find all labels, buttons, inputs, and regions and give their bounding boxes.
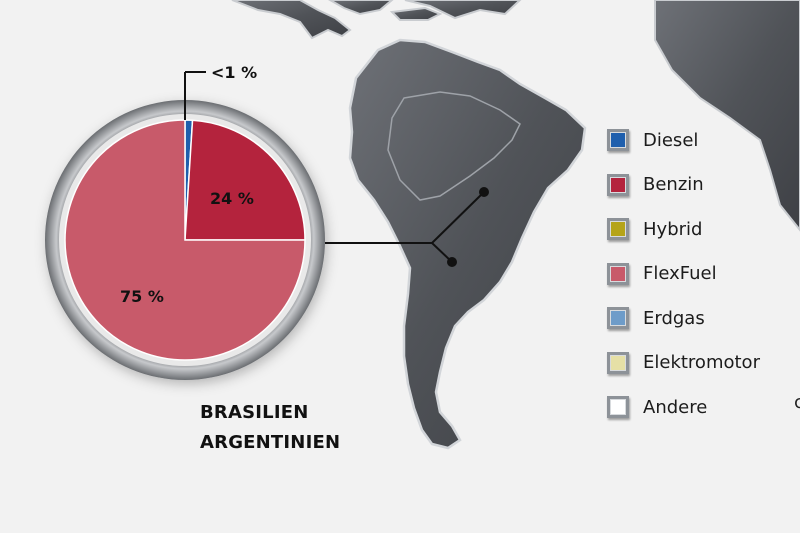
map-central-america: [231, 0, 352, 40]
legend-label: FlexFuel: [643, 263, 717, 285]
chart-legend: Diesel Benzin Hybrid FlexFuel Erdgas Elektrom…: [607, 118, 760, 430]
legend-item-andere: Andere: [607, 385, 760, 430]
legend-label: Andere: [643, 396, 708, 418]
map-caribbean: [327, 0, 394, 16]
legend-item-elektromotor: Elektromotor: [607, 341, 760, 386]
map-north-edge: [404, 0, 522, 20]
map-brazil-border: [387, 91, 521, 201]
data-label-flexfuel: 75 %: [120, 287, 164, 306]
region-label-brasilien: BRASILIEN: [200, 402, 309, 423]
legend-label: Hybrid: [643, 218, 703, 240]
map-africa: [654, 0, 800, 232]
marker-brasilien: [479, 187, 489, 197]
data-label-diesel: <1 %: [211, 63, 257, 82]
legend-swatch: [607, 396, 629, 419]
region-labels: BRASILIEN ARGENTINIEN: [200, 398, 340, 458]
legend-swatch: [607, 218, 629, 241]
map-south-america: [348, 38, 587, 450]
legend-label: Erdgas: [643, 307, 705, 329]
marker-argentinien: [447, 257, 457, 267]
legend-label: Elektromotor: [643, 352, 760, 374]
legend-item-diesel: Diesel: [607, 118, 760, 163]
legend-swatch: [607, 262, 629, 285]
pie-slice-flexfuel: [64, 119, 306, 361]
map-caribbean-island: [389, 6, 443, 21]
legend-label: Diesel: [643, 129, 699, 151]
legend-item-flexfuel: FlexFuel: [607, 252, 760, 297]
cropped-text-fragment: c: [794, 392, 800, 413]
legend-swatch: [607, 307, 629, 330]
legend-item-hybrid: Hybrid: [607, 207, 760, 252]
legend-swatch: [607, 129, 629, 152]
legend-label: Benzin: [643, 174, 704, 196]
legend-item-erdgas: Erdgas: [607, 296, 760, 341]
legend-item-benzin: Benzin: [607, 163, 760, 208]
region-label-argentinien: ARGENTINIEN: [200, 432, 341, 453]
leader-line-brasilien: [431, 191, 485, 244]
pie-slice-benzin: [184, 119, 306, 241]
data-label-benzin: 24 %: [210, 189, 254, 208]
legend-swatch: [607, 351, 629, 374]
legend-swatch: [607, 173, 629, 196]
